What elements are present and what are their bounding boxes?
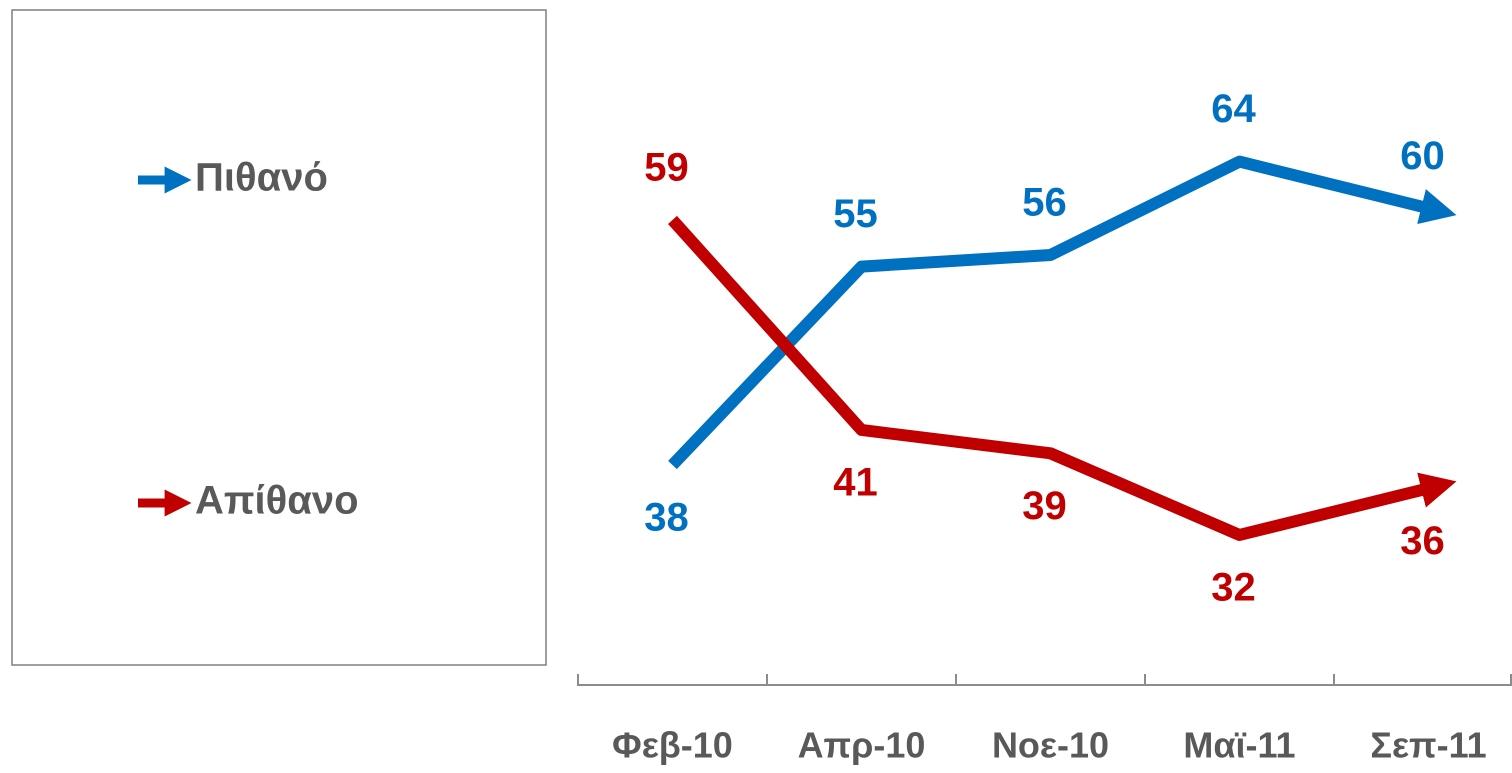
legend-label: Απίθανο bbox=[195, 479, 359, 523]
data-label: 60 bbox=[1400, 134, 1445, 178]
data-label: 55 bbox=[833, 192, 878, 236]
series-line bbox=[668, 155, 1457, 470]
data-label: 56 bbox=[1022, 181, 1067, 225]
x-tick-label: Φεβ-10 bbox=[612, 725, 733, 766]
x-tick-label: Σεπ-11 bbox=[1370, 725, 1486, 766]
x-tick-label: Απρ-10 bbox=[798, 725, 926, 766]
legend-label: Πιθανό bbox=[195, 156, 328, 200]
data-label: 36 bbox=[1400, 519, 1445, 563]
x-tick-label: Νοε-10 bbox=[992, 725, 1109, 766]
data-label: 32 bbox=[1211, 566, 1256, 610]
data-label: 38 bbox=[644, 496, 689, 540]
x-tick-label: Μαϊ-11 bbox=[1183, 725, 1295, 766]
data-label: 39 bbox=[1022, 484, 1067, 528]
series-line bbox=[668, 215, 1457, 541]
data-label: 59 bbox=[644, 146, 689, 190]
legend-box bbox=[11, 9, 547, 666]
data-label: 41 bbox=[833, 461, 878, 505]
data-label: 64 bbox=[1211, 87, 1256, 131]
